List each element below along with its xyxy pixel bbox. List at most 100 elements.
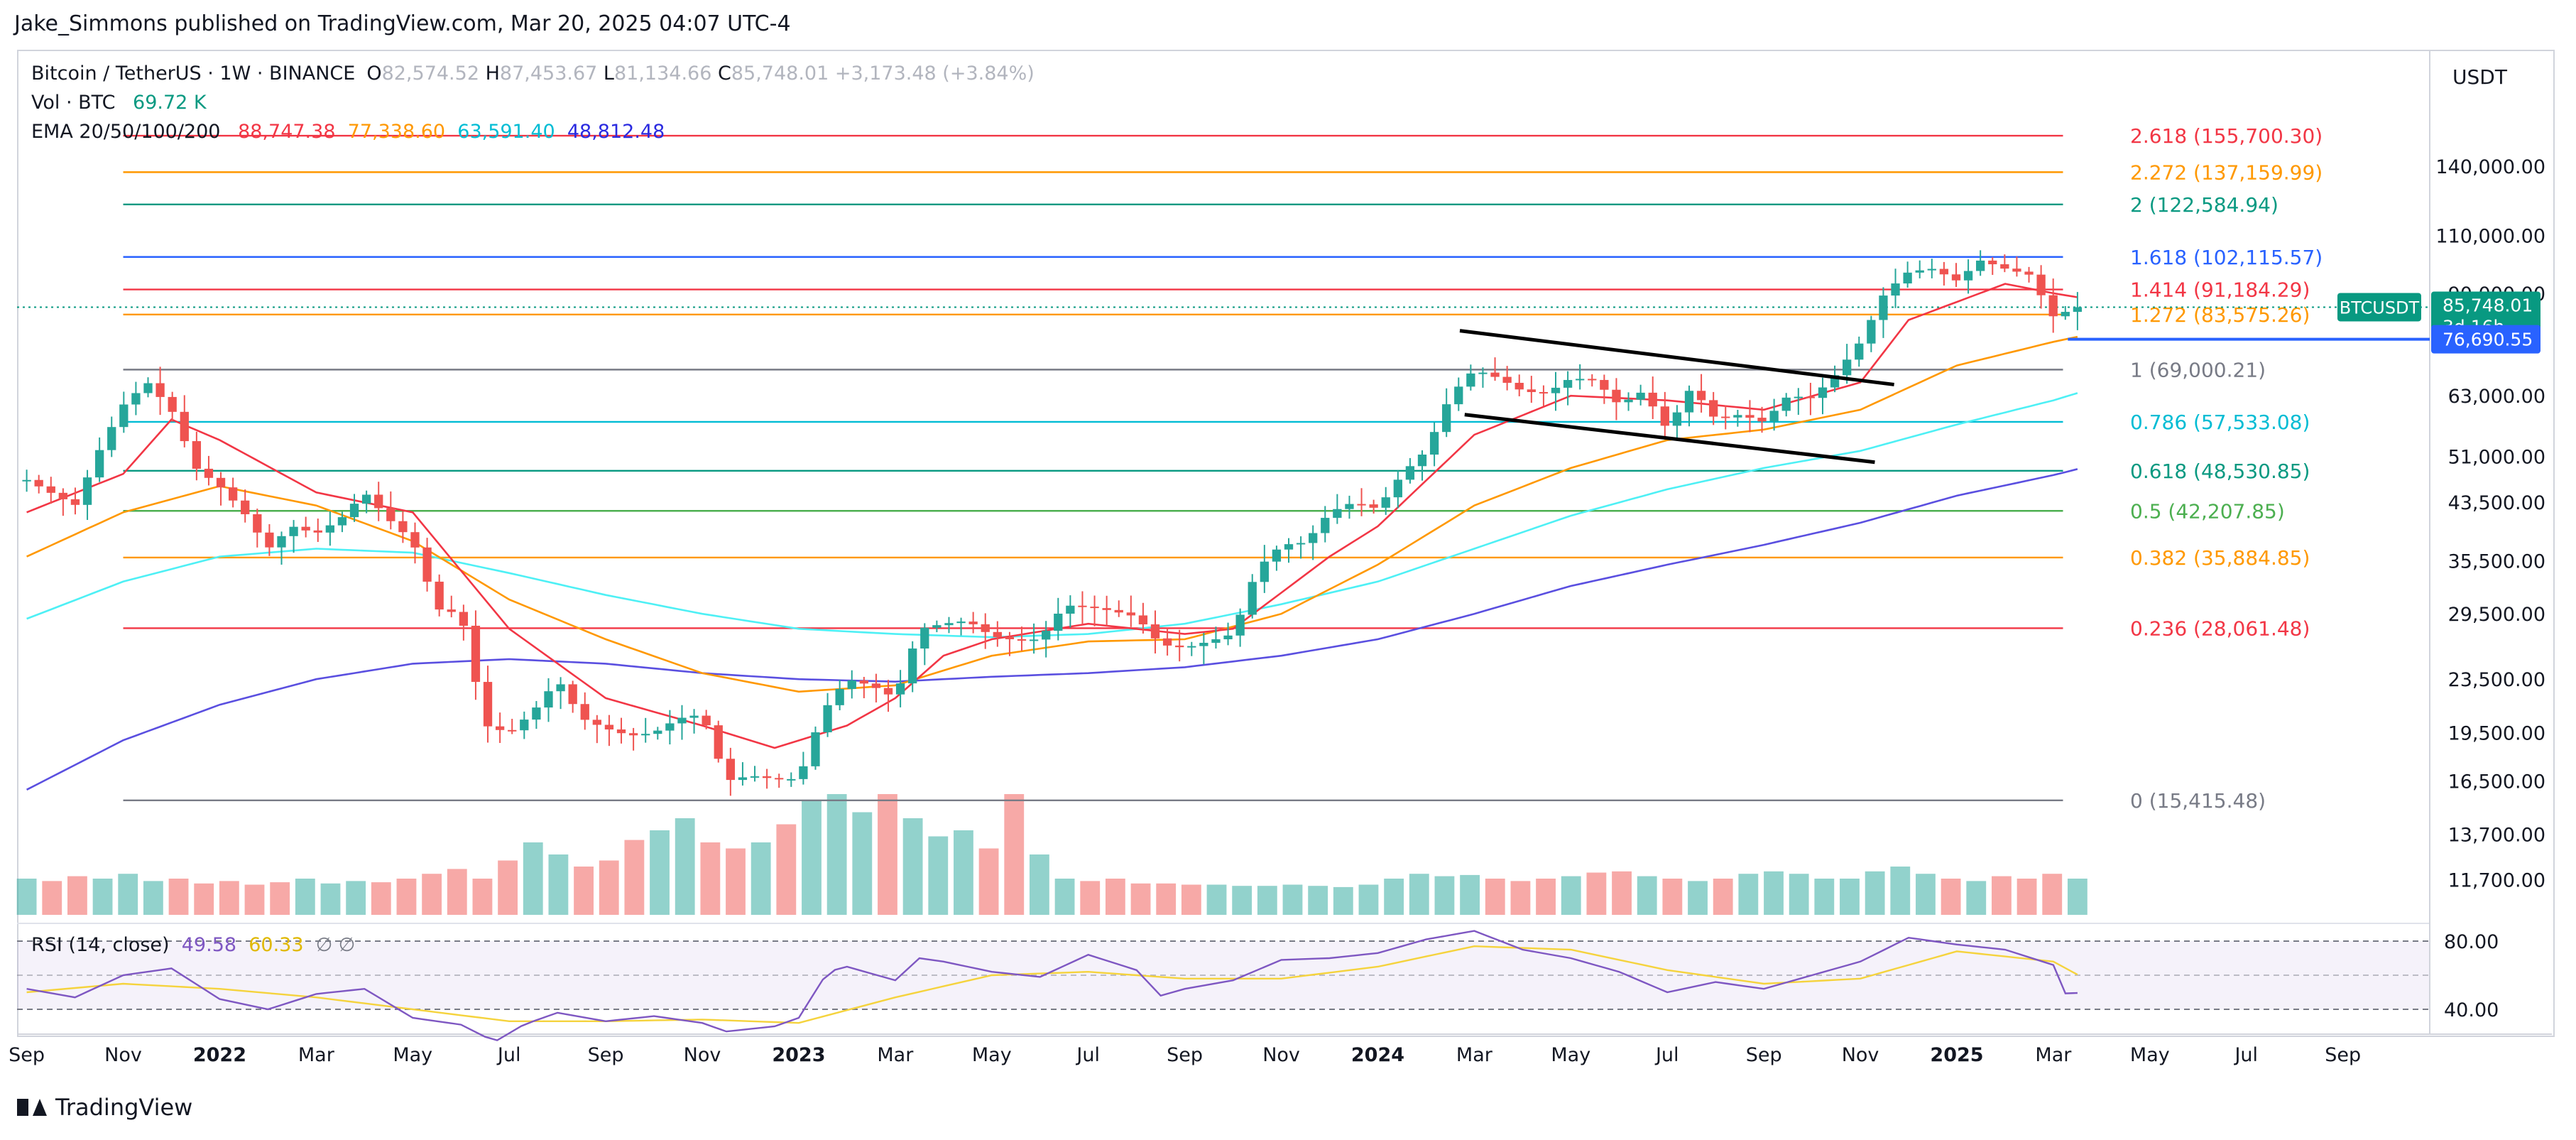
- fib-label-2.272: 2.272 (137,159.99): [2130, 161, 2323, 184]
- candle-body: [1843, 359, 1852, 376]
- candle-body: [277, 536, 286, 548]
- volume-bar: [700, 842, 721, 915]
- candle-body: [1042, 631, 1051, 640]
- trend-drawings[interactable]: [1459, 329, 2430, 465]
- candle-body: [702, 715, 711, 726]
- axis-currency[interactable]: USDT: [2452, 65, 2507, 89]
- volume-bar: [826, 794, 847, 915]
- candle-body: [1102, 608, 1111, 610]
- legend-volume-label[interactable]: Vol · BTC: [31, 92, 116, 114]
- candle-body: [1951, 274, 1961, 281]
- legend-open-label: O: [366, 63, 382, 85]
- candle-body: [1660, 406, 1669, 426]
- candle-body: [592, 720, 601, 725]
- legend-symbol[interactable]: Bitcoin / TetherUS · 1W · BINANCE: [31, 63, 356, 85]
- volume-bar: [320, 883, 341, 915]
- legend-ema-label[interactable]: EMA 20/50/100/200: [31, 121, 221, 143]
- candle-body: [386, 508, 395, 521]
- candle-body: [787, 778, 796, 781]
- candle-body: [1199, 643, 1208, 646]
- candle-body: [1576, 379, 1585, 381]
- legend-low: 81,134.66: [613, 63, 712, 85]
- candle-body: [580, 704, 589, 720]
- fib-label-1.618: 1.618 (102,115.57): [2130, 246, 2323, 269]
- candle-body: [361, 494, 371, 504]
- volume-bar: [1156, 883, 1177, 915]
- fib-label-0.382: 0.382 (35,884.85): [2130, 546, 2310, 570]
- volume-bar: [1789, 874, 1809, 915]
- volume-bar: [16, 879, 37, 915]
- candle-body: [1138, 615, 1148, 625]
- candle-body: [1684, 391, 1694, 413]
- candle-body: [289, 526, 298, 536]
- candle-body: [544, 691, 553, 708]
- candle-body: [1745, 415, 1754, 418]
- volume-bar: [1206, 884, 1227, 915]
- candles: [22, 250, 2083, 796]
- candle-body: [1284, 544, 1294, 550]
- candle-body: [422, 547, 432, 582]
- candle-body: [677, 717, 687, 724]
- volume-bar: [902, 818, 923, 915]
- candle-body: [689, 715, 699, 718]
- candle-body: [1175, 645, 1184, 648]
- candle-body: [1879, 295, 1888, 320]
- volume-bar: [1536, 879, 1556, 915]
- candle-body: [1939, 268, 1949, 275]
- candle-body: [568, 684, 577, 705]
- price-tick-label: 140,000.00: [2435, 156, 2545, 178]
- volume-bar: [599, 860, 619, 915]
- time-tick-label: May: [393, 1044, 432, 1066]
- candle-body: [22, 479, 31, 482]
- rsi-legend: RSI (14, close) 49.58 60.33 ∅ ∅: [31, 934, 355, 956]
- candle-body: [762, 776, 772, 778]
- time-tick-label: Mar: [2035, 1044, 2072, 1066]
- candle-body: [1248, 582, 1257, 615]
- candle-body: [908, 648, 917, 684]
- candle-body: [1672, 412, 1682, 426]
- volume-bar: [624, 840, 645, 915]
- volume-bar: [1358, 884, 1379, 915]
- price-tick-label: 16,500.00: [2448, 771, 2545, 793]
- candle-body: [775, 778, 784, 780]
- rsi-value: 49.58: [181, 934, 237, 956]
- legend-volume-row: Vol · BTC 69.72 K: [31, 92, 207, 114]
- time-axis-ticks: Sep Nov 2022 Mar May Jul Sep Nov 2023 Mar May Jul Se…: [9, 1044, 2361, 1066]
- volume-bar: [1232, 886, 1252, 915]
- time-tick-label: Jul: [1075, 1044, 1100, 1066]
- candle-body: [871, 683, 881, 688]
- tradingview-logo[interactable]: TradingView: [17, 1094, 192, 1121]
- candle-body: [1309, 533, 1318, 543]
- candle-body: [1600, 379, 1609, 390]
- candle-body: [1757, 418, 1767, 422]
- candle-body: [1272, 549, 1282, 562]
- fib-label-1.272: 1.272 (83,575.26): [2130, 303, 2310, 327]
- candle-body: [192, 441, 202, 469]
- candle-body: [374, 494, 383, 509]
- volume-bar: [67, 876, 87, 915]
- volume-bar: [1105, 879, 1125, 915]
- price-tick-label: 51,000.00: [2448, 447, 2545, 469]
- price-tick-label: 11,700.00: [2448, 869, 2545, 891]
- fib-label-1: 1 (69,000.21): [2130, 358, 2266, 381]
- candle-body: [313, 530, 322, 533]
- volume-bar: [1586, 872, 1607, 915]
- candle-body: [1806, 396, 1816, 398]
- legend-symbol-row: Bitcoin / TetherUS · 1W · BINANCE O82,574…: [31, 63, 1035, 85]
- volume-bar: [1308, 886, 1328, 915]
- candle-body: [459, 612, 469, 626]
- candle-body: [265, 532, 274, 548]
- candle-body: [1150, 624, 1160, 639]
- candle-body: [1976, 260, 1985, 271]
- volume-bar: [498, 860, 518, 915]
- candle-body: [253, 514, 262, 533]
- rsi-legend-label[interactable]: RSI (14, close): [31, 934, 170, 956]
- candle-body: [180, 411, 189, 442]
- volume-bar: [1890, 867, 1911, 915]
- volume-bar: [422, 874, 442, 915]
- volume-bar: [219, 881, 239, 915]
- price-tick-label: 29,500.00: [2448, 604, 2545, 626]
- candle-body: [981, 624, 990, 632]
